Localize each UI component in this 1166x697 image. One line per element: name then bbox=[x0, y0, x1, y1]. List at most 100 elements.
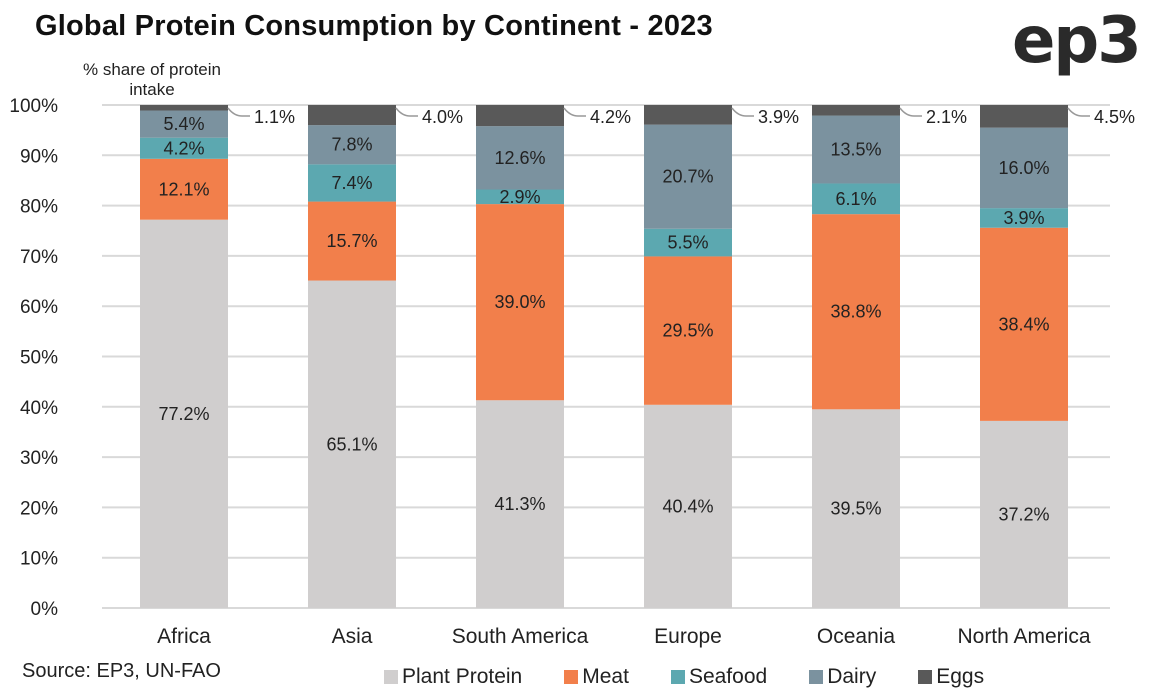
data-label: 4.5% bbox=[1094, 107, 1135, 127]
bar-segment bbox=[308, 105, 396, 126]
legend-swatch bbox=[564, 670, 579, 684]
leader-line bbox=[563, 107, 586, 117]
bar-segment bbox=[644, 228, 732, 257]
bar-segment bbox=[140, 219, 228, 608]
legend-item: Dairy bbox=[809, 665, 876, 689]
bar-segment bbox=[644, 404, 732, 608]
bar-segment bbox=[476, 105, 564, 127]
x-tick-label: Oceania bbox=[817, 625, 896, 648]
data-label: 12.6% bbox=[494, 148, 545, 168]
data-label: 20.7% bbox=[662, 167, 713, 187]
y-tick-label: 40% bbox=[20, 398, 58, 419]
bar-segment bbox=[980, 105, 1068, 128]
ep3-logo: ep3 bbox=[1012, 4, 1142, 78]
leader-line bbox=[395, 107, 418, 117]
bar-segment bbox=[980, 227, 1068, 421]
data-label: 7.4% bbox=[331, 173, 372, 193]
data-label: 40.4% bbox=[662, 496, 713, 516]
legend-label: Plant Protein bbox=[402, 665, 523, 688]
x-tick-label: North America bbox=[957, 625, 1090, 648]
bar-segment bbox=[980, 127, 1068, 209]
bar-segment bbox=[644, 124, 732, 229]
leader-line bbox=[899, 107, 922, 117]
data-label: 5.5% bbox=[667, 233, 708, 253]
data-label: 16.0% bbox=[998, 158, 1049, 178]
legend-swatch bbox=[918, 670, 933, 684]
y-tick-label: 90% bbox=[20, 146, 58, 167]
legend-label: Seafood bbox=[688, 665, 768, 688]
bar-segment bbox=[980, 208, 1068, 228]
data-label: 15.7% bbox=[326, 231, 377, 251]
data-label: 1.1% bbox=[254, 107, 295, 127]
leader-line bbox=[227, 107, 250, 117]
legend-label: Dairy bbox=[827, 665, 877, 688]
bar-segment bbox=[644, 105, 732, 125]
bar-segment bbox=[476, 400, 564, 608]
bar-segment bbox=[812, 409, 900, 608]
bar-segment bbox=[308, 164, 396, 202]
bar-segment bbox=[476, 126, 564, 190]
data-label: 38.8% bbox=[830, 302, 881, 322]
data-label: 37.2% bbox=[998, 504, 1049, 524]
data-label: 12.1% bbox=[158, 179, 209, 199]
bar-segment bbox=[812, 115, 900, 184]
data-label: 2.1% bbox=[926, 107, 967, 127]
y-tick-label: 20% bbox=[20, 498, 58, 519]
legend-swatch bbox=[384, 670, 398, 684]
legend-item: Eggs bbox=[918, 665, 984, 689]
data-label: 4.2% bbox=[590, 107, 631, 127]
data-label: 6.1% bbox=[835, 189, 876, 209]
x-tick-label: Europe bbox=[654, 625, 722, 648]
data-label: 4.0% bbox=[422, 107, 463, 127]
legend-swatch bbox=[670, 670, 685, 684]
y-tick-label: 80% bbox=[20, 197, 58, 218]
y-axis-label: % share of protein intake bbox=[83, 60, 221, 99]
bar-segment bbox=[644, 256, 732, 405]
leader-line bbox=[731, 107, 754, 117]
legend-item: Plant Protein bbox=[384, 665, 522, 689]
y-tick-label: 70% bbox=[20, 247, 58, 268]
data-label: 39.0% bbox=[494, 292, 545, 312]
source-note: Source: EP3, UN-FAO bbox=[22, 660, 221, 682]
x-tick-label: South America bbox=[452, 625, 589, 648]
x-tick-label: Asia bbox=[332, 625, 373, 648]
leader-line bbox=[1067, 107, 1090, 117]
y-tick-label: 0% bbox=[31, 599, 59, 620]
data-label: 2.9% bbox=[499, 187, 540, 207]
legend: Plant Protein Meat Seafood Dairy Eggs bbox=[384, 665, 1026, 689]
data-label: 3.9% bbox=[758, 107, 799, 127]
data-label: 13.5% bbox=[830, 140, 881, 160]
data-label: 4.2% bbox=[163, 138, 204, 158]
bar-segment bbox=[812, 183, 900, 215]
data-label: 39.5% bbox=[830, 499, 881, 519]
bar-segment bbox=[812, 105, 900, 116]
legend-swatch bbox=[809, 670, 824, 684]
bar-segment bbox=[308, 125, 396, 165]
y-tick-label: 100% bbox=[9, 96, 58, 117]
data-label: 77.2% bbox=[158, 404, 209, 424]
data-label: 29.5% bbox=[662, 321, 713, 341]
legend-item: Seafood bbox=[670, 665, 768, 689]
y-tick-label: 50% bbox=[20, 348, 58, 369]
data-label: 41.3% bbox=[494, 494, 545, 514]
data-label: 65.1% bbox=[326, 434, 377, 454]
bar-segment bbox=[140, 137, 228, 159]
bar-segment bbox=[140, 158, 228, 220]
x-tick-label: Africa bbox=[157, 625, 211, 648]
data-label: 3.9% bbox=[1003, 208, 1044, 228]
bar-segment bbox=[980, 420, 1068, 608]
legend-item: Meat bbox=[564, 665, 629, 689]
bar-segment bbox=[476, 204, 564, 401]
bar-segment bbox=[140, 105, 228, 111]
bar-segment bbox=[140, 110, 228, 138]
y-tick-label: 30% bbox=[20, 448, 58, 469]
y-tick-label: 60% bbox=[20, 297, 58, 318]
bar-segment bbox=[476, 189, 564, 205]
data-label: 7.8% bbox=[331, 135, 372, 155]
legend-label: Meat bbox=[582, 665, 629, 688]
chart-title: Global Protein Consumption by Continent … bbox=[35, 10, 713, 42]
bar-segment bbox=[308, 280, 396, 608]
y-tick-label: 10% bbox=[20, 549, 58, 570]
data-label: 38.4% bbox=[998, 314, 1049, 334]
